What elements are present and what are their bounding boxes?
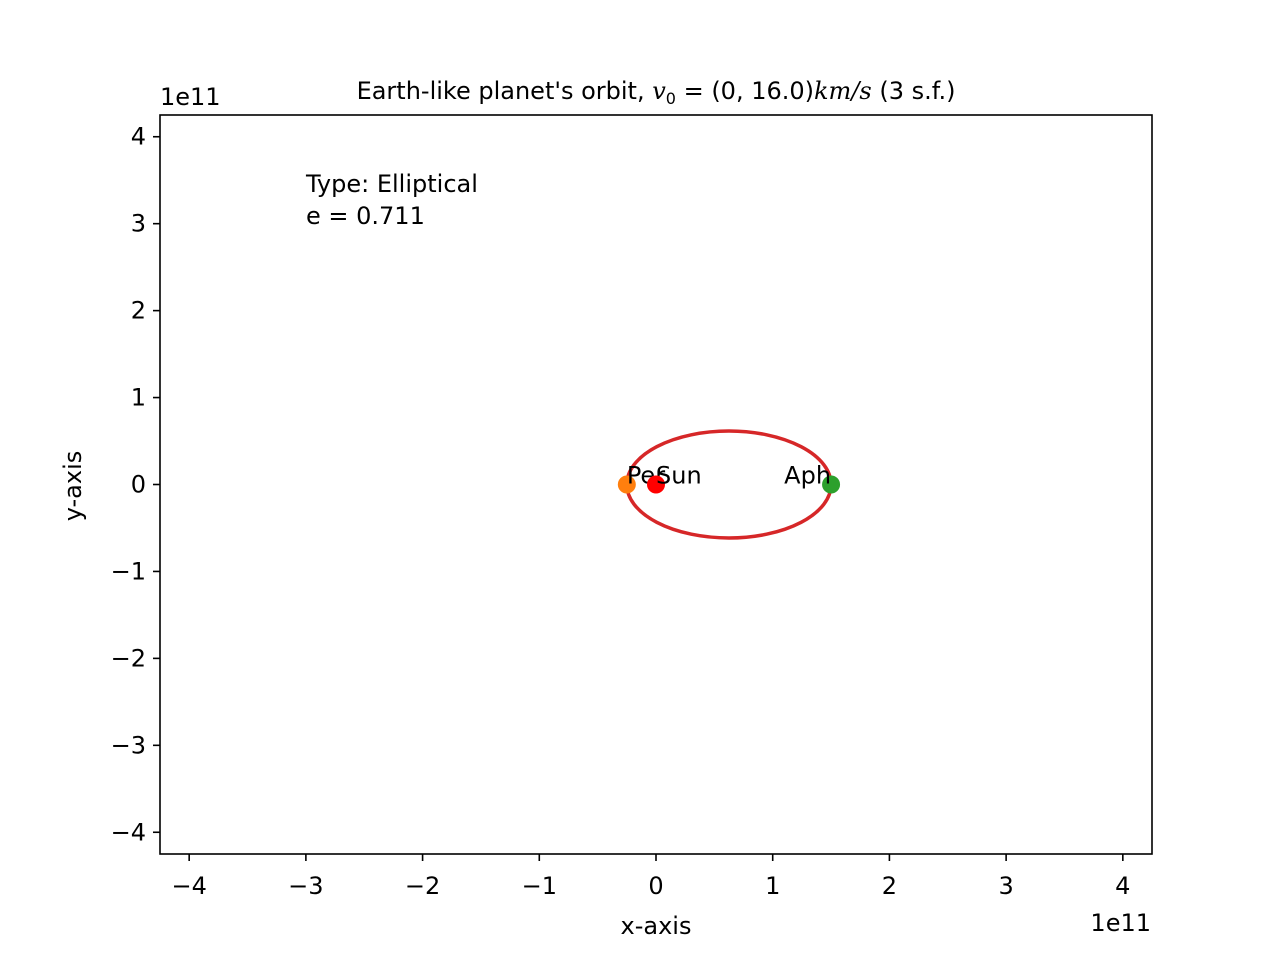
x-axis-label: x-axis <box>621 912 692 940</box>
y-tick-label: −3 <box>111 731 146 759</box>
x-tick-label: −1 <box>522 872 557 900</box>
sun-point <box>647 475 665 494</box>
x-tick-label: 0 <box>648 872 663 900</box>
x-tick-label: −3 <box>288 872 323 900</box>
x-tick-label: 1 <box>765 872 780 900</box>
x-tick-label: −2 <box>405 872 440 900</box>
x-offset-label: 1e11 <box>1090 909 1151 937</box>
y-tick-label: −4 <box>111 818 146 846</box>
y-tick-label: −1 <box>111 557 146 585</box>
chart-title: Earth-like planet's orbit, v0 = (0, 16.0… <box>357 77 956 108</box>
plot-frame <box>159 114 1153 855</box>
x-tick-label: −4 <box>171 872 206 900</box>
aph-point <box>822 475 841 494</box>
y-tick-label: 2 <box>131 297 146 325</box>
y-tick-label: 0 <box>131 471 146 499</box>
y-tick-label: 3 <box>131 210 146 238</box>
y-tick-label: −2 <box>111 644 146 672</box>
sun-label: Sun <box>656 462 702 490</box>
y-tick-label: 4 <box>131 123 146 151</box>
y-axis-ticks: −4 −3 −2 −1 0 1 2 3 4 <box>111 123 160 846</box>
y-tick-label: 1 <box>131 384 146 412</box>
x-tick-label: 2 <box>882 872 897 900</box>
y-offset-label: 1e11 <box>160 83 221 111</box>
x-tick-label: 3 <box>998 872 1013 900</box>
x-tick-label: 4 <box>1115 872 1130 900</box>
orbit-type-annotation: Type: Elliptical <box>305 170 478 198</box>
x-axis-ticks: −4 −3 −2 −1 0 1 2 3 4 <box>171 854 1130 900</box>
eccentricity-annotation: e = 0.711 <box>306 202 425 230</box>
aph-label: Aph <box>784 462 831 490</box>
per-point <box>617 475 636 494</box>
y-axis-label: y-axis <box>59 451 87 522</box>
